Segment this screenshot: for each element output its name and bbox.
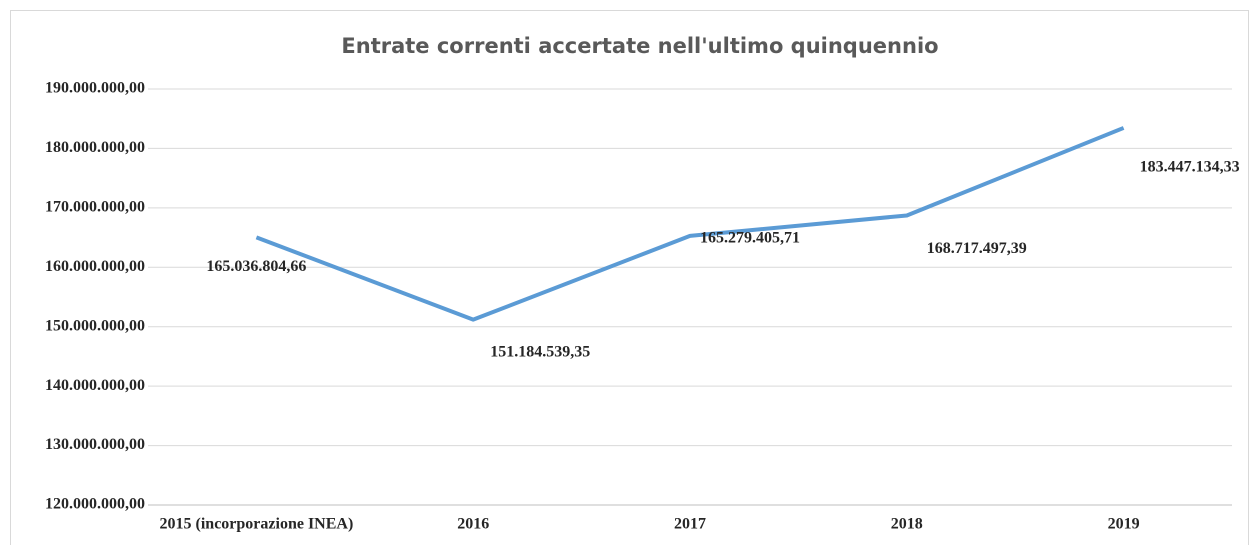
x-tick-label: 2019	[1108, 516, 1140, 533]
y-tick-label: 130.000.000,00	[45, 436, 145, 453]
data-label: 168.717.497,39	[927, 240, 1027, 257]
data-label: 183.447.134,33	[1140, 159, 1240, 176]
chart-title: Entrate correnti accertate nell'ultimo q…	[341, 34, 938, 58]
y-tick-label: 180.000.000,00	[45, 139, 145, 156]
y-tick-label: 140.000.000,00	[45, 377, 145, 394]
x-tick-label: 2015 (incorporazione INEA)	[160, 516, 354, 533]
data-label: 165.279.405,71	[700, 230, 800, 247]
x-tick-label: 2018	[891, 516, 923, 533]
y-tick-label: 160.000.000,00	[45, 258, 145, 275]
y-tick-label: 150.000.000,00	[45, 317, 145, 334]
x-tick-label: 2017	[674, 516, 706, 533]
data-label: 151.184.539,35	[490, 343, 590, 360]
data-line	[255, 126, 1125, 322]
y-tick-label: 120.000.000,00	[45, 496, 145, 513]
x-tick-label: 2016	[457, 516, 489, 533]
y-tick-label: 190.000.000,00	[45, 80, 145, 97]
y-tick-label: 170.000.000,00	[45, 199, 145, 216]
data-label: 165.036.804,66	[206, 258, 306, 275]
chart-border	[10, 10, 1249, 545]
